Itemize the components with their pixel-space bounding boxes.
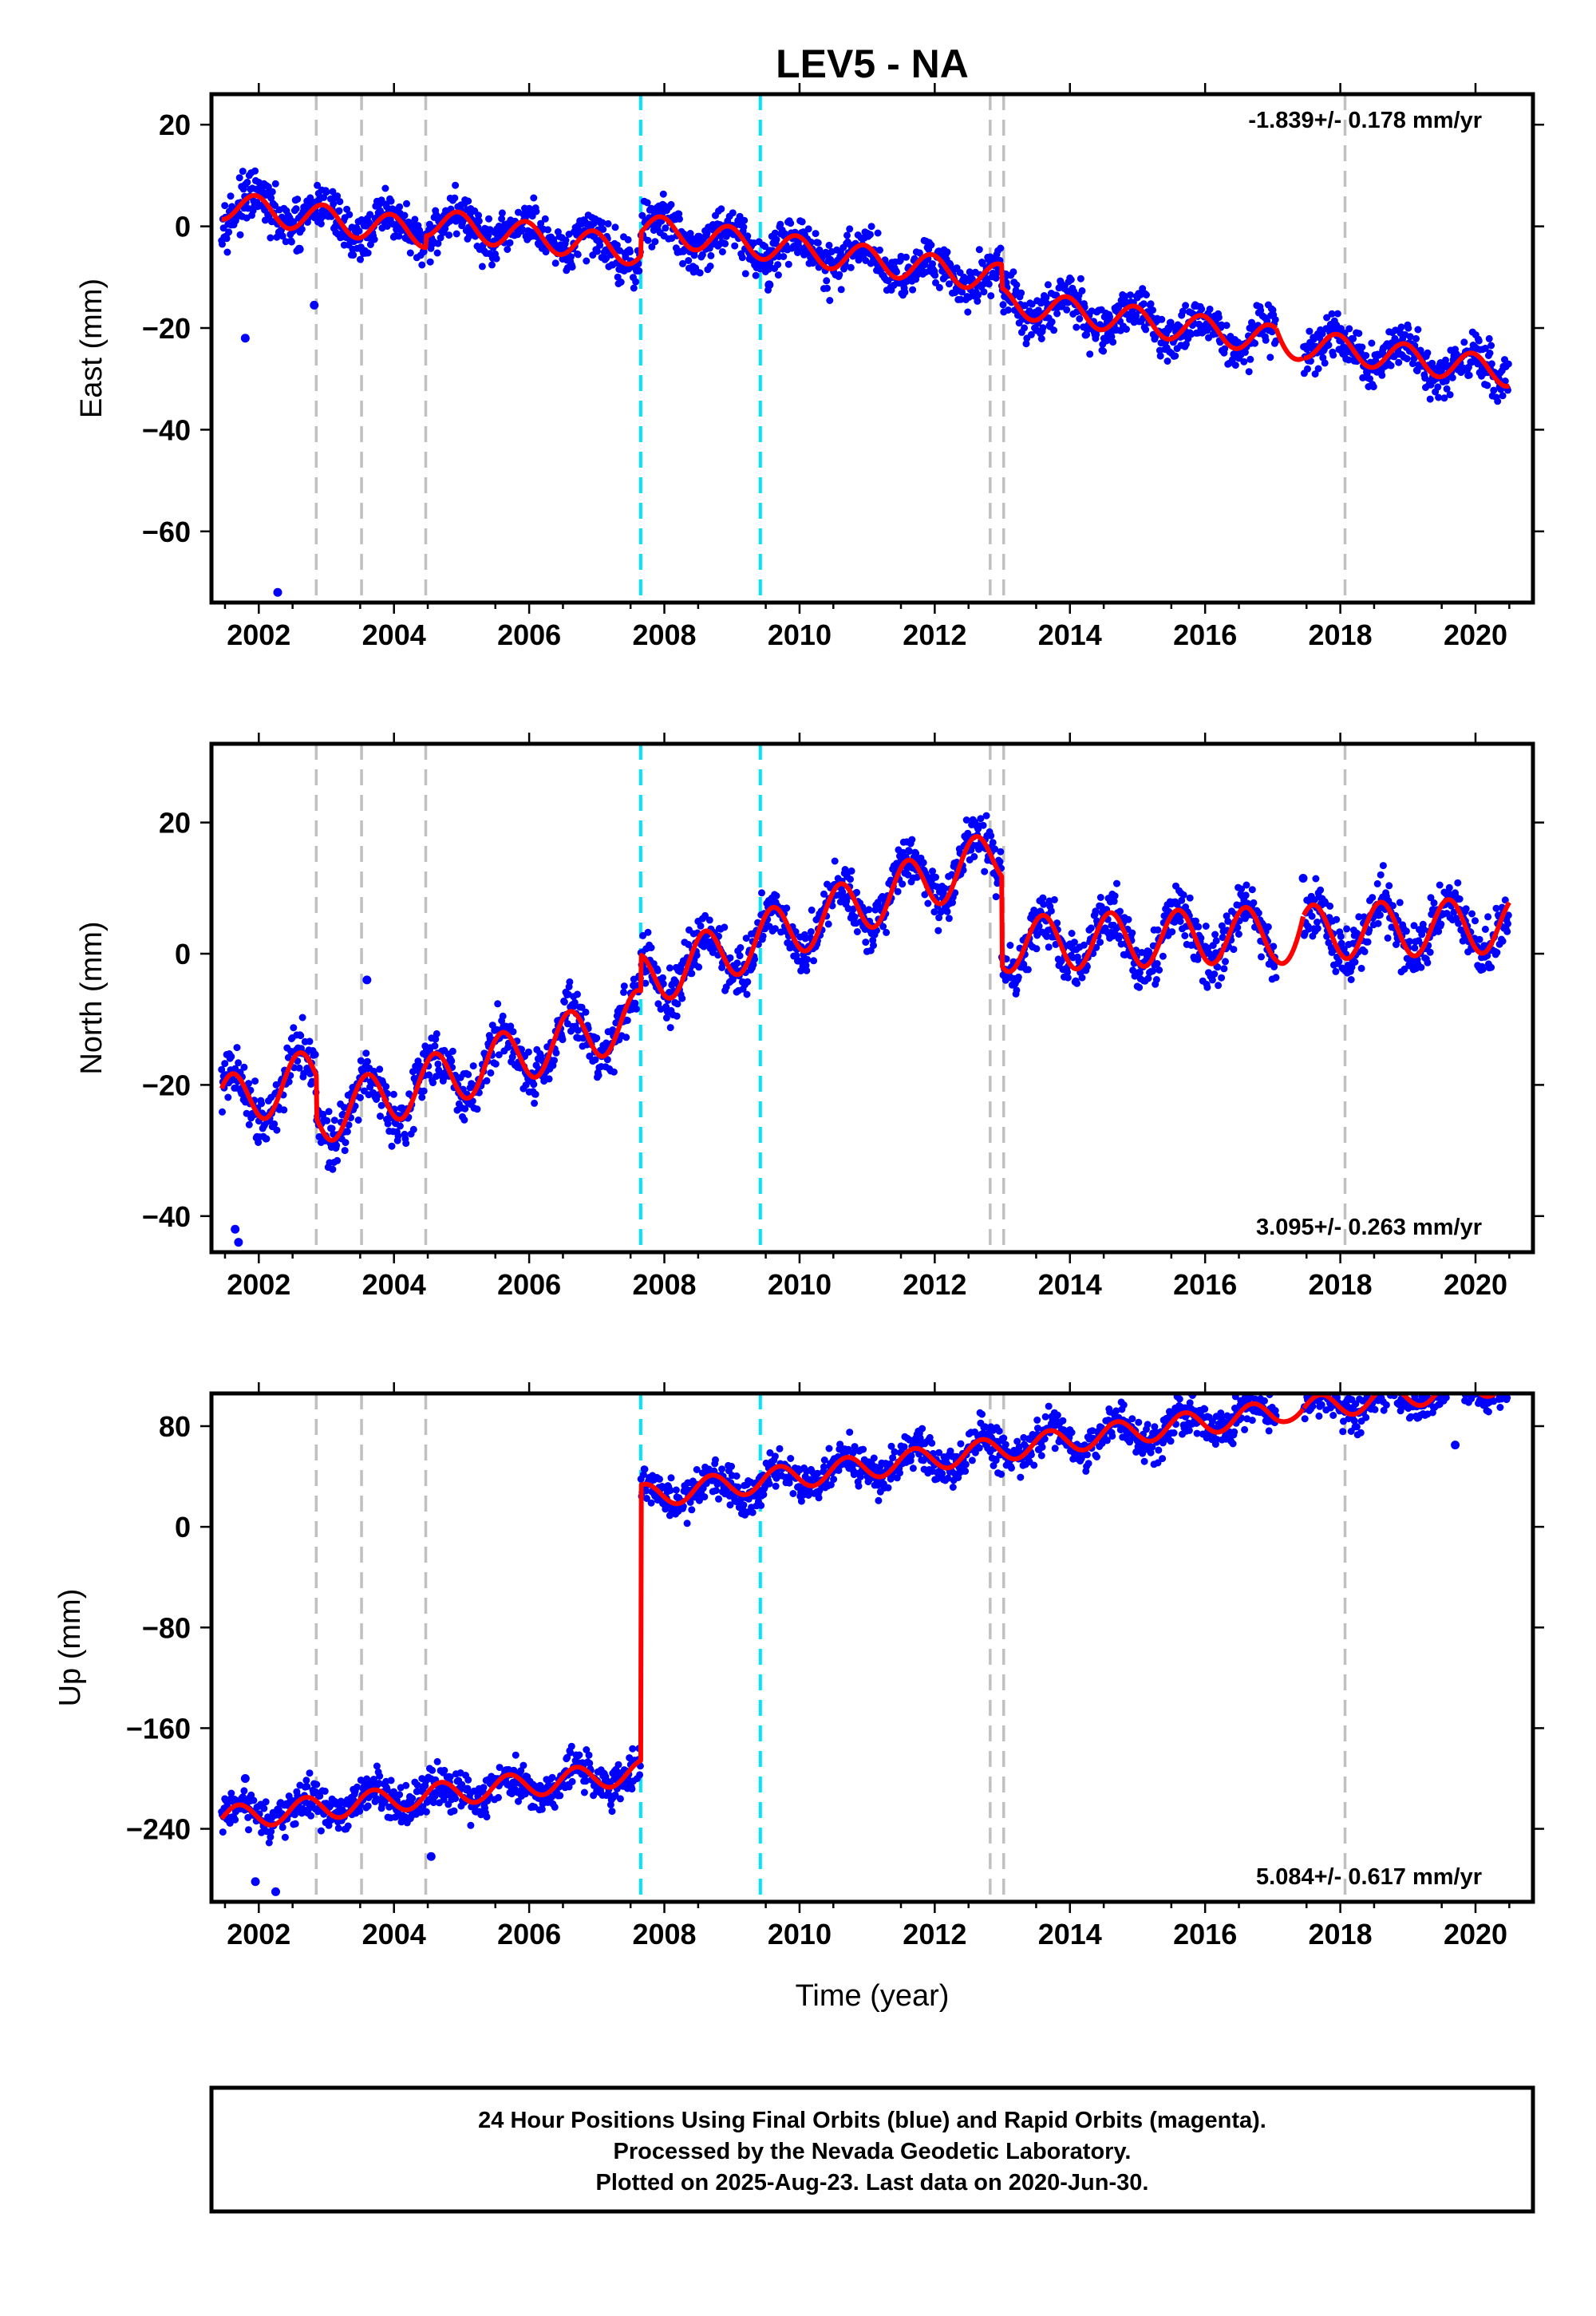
outlier-point-up-3 [426, 1852, 436, 1861]
x-tick-label-east-2016: 2016 [1173, 619, 1237, 651]
x-tick-label-east-2008: 2008 [632, 619, 696, 651]
x-tick-label-north-2020: 2020 [1444, 1268, 1507, 1301]
y-tick-label-up--240: −240 [126, 1813, 191, 1846]
outlier-point-up-1 [251, 1877, 260, 1887]
y-tick-label-north--40: −40 [142, 1200, 191, 1233]
x-tick-label-east-2010: 2010 [768, 619, 832, 651]
x-tick-label-north-2008: 2008 [632, 1268, 696, 1301]
x-tick-label-east-2002: 2002 [227, 619, 290, 651]
y-tick-label-north--20: −20 [142, 1069, 191, 1101]
panel-north-frame [209, 741, 1535, 1255]
x-tick-label-up-2014: 2014 [1038, 1918, 1102, 1950]
x-tick-label-up-2016: 2016 [1173, 1918, 1237, 1950]
model-fit-line-north [219, 834, 1511, 1143]
outlier-point-north-0 [231, 1224, 240, 1234]
model-fit-line-up [219, 1393, 1499, 1828]
x-tick-label-north-2006: 2006 [497, 1268, 561, 1301]
outlier-point-east-3 [310, 300, 319, 310]
x-tick-label-north-2018: 2018 [1309, 1268, 1373, 1301]
panel-east-frame [209, 92, 1535, 605]
y-tick-label-north-0: 0 [175, 938, 191, 970]
x-tick-label-up-2008: 2008 [632, 1918, 696, 1950]
y-tick-label-east-20: 20 [159, 109, 191, 141]
panel-east-plot-area [218, 94, 1512, 603]
y-tick-label-east--20: −20 [142, 312, 191, 345]
y-tick-label-up-0: 0 [175, 1511, 191, 1543]
outlier-point-east-4 [362, 219, 372, 228]
x-tick-label-north-2010: 2010 [768, 1268, 832, 1301]
observation-points-north [218, 812, 1512, 1173]
y-tick-label-up-80: 80 [159, 1410, 191, 1443]
y-tick-label-up--80: −80 [142, 1611, 191, 1644]
x-tick-label-east-2018: 2018 [1309, 619, 1373, 651]
outlier-point-north-1 [234, 1238, 243, 1247]
outlier-point-east-5 [764, 280, 774, 290]
y-tick-label-east--60: −60 [142, 516, 191, 548]
chart-title: LEV5 - NA [776, 41, 969, 86]
observation-points-up [218, 1393, 1511, 1847]
rate-label-north: 3.095+/- 0.263 mm/yr [1256, 1215, 1482, 1240]
y-tick-label-north-20: 20 [159, 807, 191, 840]
panel-east: 2002 2004 2006 2008 2010 2012 2014 2016 2018 2020… [75, 83, 1544, 651]
x-tick-label-east-2012: 2012 [903, 619, 966, 651]
x-tick-label-up-2018: 2018 [1309, 1918, 1373, 1950]
outlier-point-up-0 [240, 1773, 250, 1783]
x-tick-label-up-2010: 2010 [768, 1918, 832, 1950]
panels-group: 2002 2004 2006 2008 2010 2012 2014 2016 2018 2020… [53, 83, 1544, 1950]
x-axis-label: Time (year) [796, 1979, 950, 2013]
footer-line-2: Processed by the Nevada Geodetic Laborat… [614, 2139, 1132, 2164]
x-tick-label-east-2014: 2014 [1038, 619, 1102, 651]
outlier-point-east-2 [294, 244, 304, 254]
x-tick-label-up-2012: 2012 [903, 1918, 966, 1950]
x-tick-label-north-2002: 2002 [227, 1268, 290, 1301]
panel-north: 2002 2004 2006 2008 2010 2012 2014 2016 2018 2020… [75, 733, 1544, 1301]
x-tick-label-east-2020: 2020 [1444, 619, 1507, 651]
rate-label-up: 5.084+/- 0.617 mm/yr [1256, 1864, 1482, 1890]
y-axis-label-north: North (mm) [75, 921, 109, 1074]
footer-line-3: Plotted on 2025-Aug-23. Last data on 202… [596, 2170, 1149, 2195]
outlier-point-up-2 [271, 1887, 280, 1896]
panel-up-frame [209, 1391, 1535, 1904]
y-axis-label-up: Up (mm) [53, 1589, 87, 1707]
x-tick-label-up-2002: 2002 [227, 1918, 290, 1950]
y-tick-label-east-0: 0 [175, 211, 191, 243]
footer-line-1: 24 Hour Positions Using Final Orbits (bl… [478, 2108, 1266, 2133]
x-tick-label-up-2006: 2006 [497, 1918, 561, 1950]
footer-box: 24 Hour Positions Using Final Orbits (bl… [209, 2085, 1535, 2214]
x-tick-label-north-2016: 2016 [1173, 1268, 1237, 1301]
outlier-point-north-3 [1298, 873, 1308, 883]
y-tick-label-up--160: −160 [126, 1712, 191, 1745]
outlier-point-east-0 [240, 334, 250, 343]
panel-up-plot-area [218, 1393, 1511, 1902]
outlier-point-east-1 [273, 587, 282, 597]
panel-north-plot-area [218, 744, 1512, 1252]
y-tick-label-east--40: −40 [142, 413, 191, 446]
rate-label-east: -1.839+/- 0.178 mm/yr [1248, 108, 1482, 133]
x-tick-label-up-2020: 2020 [1444, 1918, 1507, 1950]
x-tick-label-north-2004: 2004 [362, 1268, 426, 1301]
outlier-point-up-4 [1451, 1441, 1460, 1450]
footer-frame [209, 2085, 1535, 2214]
x-tick-label-north-2012: 2012 [903, 1268, 966, 1301]
x-tick-label-up-2004: 2004 [362, 1918, 426, 1950]
x-tick-label-north-2014: 2014 [1038, 1268, 1102, 1301]
x-tick-label-east-2004: 2004 [362, 619, 426, 651]
observation-points-east [218, 167, 1512, 405]
x-tick-label-east-2006: 2006 [497, 619, 561, 651]
y-axis-label-east: East (mm) [75, 279, 109, 418]
outlier-point-north-2 [362, 975, 372, 985]
model-fit-line-east [219, 192, 1511, 389]
panel-up: 2002 2004 2006 2008 2010 2012 2014 2016 2018 2020… [53, 1382, 1544, 1950]
